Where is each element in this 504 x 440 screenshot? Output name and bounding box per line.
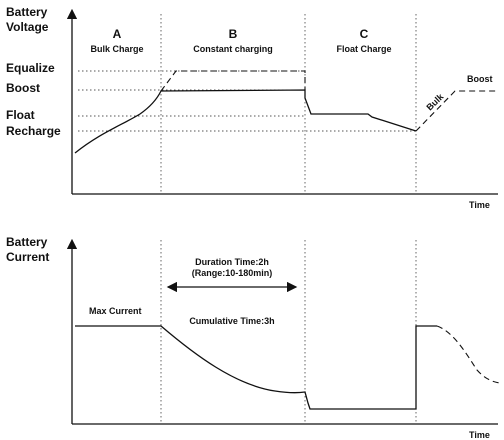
current-y-title-line1: Battery	[6, 235, 48, 249]
level-recharge-label: Recharge	[6, 124, 61, 138]
phase-c-letter: C	[360, 27, 369, 41]
current-curve	[75, 325, 437, 410]
voltage-y-title-line1: Battery	[6, 5, 48, 19]
current-x-title: Time	[469, 430, 490, 440]
phase-c-name: Float Charge	[336, 44, 391, 54]
phase-b-name: Constant charging	[193, 44, 273, 54]
current-decay-curve	[436, 325, 501, 384]
level-boost-label: Boost	[6, 81, 40, 95]
cumulative-label: Cumulative Time:3h	[189, 316, 274, 326]
range-label: (Range:10-180min)	[192, 268, 273, 278]
voltage-y-title-line2: Voltage	[6, 20, 49, 34]
phase-a-letter: A	[113, 27, 122, 41]
voltage-x-title: Time	[469, 200, 490, 210]
phase-b-letter: B	[229, 27, 238, 41]
current-y-title-line2: Current	[6, 250, 49, 264]
duration-label: Duration Time:2h	[195, 257, 269, 267]
boost-label: Boost	[467, 74, 493, 84]
equalize-curve	[160, 70, 306, 92]
voltage-curve	[74, 89, 417, 154]
voltage-chart: Battery Voltage Time Equalize Boost Floa…	[6, 5, 498, 210]
bulk-label: Bulk	[424, 91, 446, 112]
max-current-label: Max Current	[89, 306, 142, 316]
post-recharge-curve	[415, 90, 498, 132]
level-float-label: Float	[6, 108, 35, 122]
current-chart: Battery Current Time Max Current Duratio…	[6, 235, 501, 440]
phase-a-name: Bulk Charge	[90, 44, 143, 54]
level-equalize-label: Equalize	[6, 61, 55, 75]
